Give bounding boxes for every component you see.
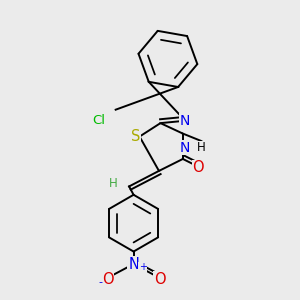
Text: O: O [102,272,113,286]
Text: H: H [197,141,206,154]
Text: Cl: Cl [93,114,106,127]
Text: -: - [98,277,102,287]
Text: O: O [193,160,204,175]
Text: O: O [154,272,165,286]
Text: +: + [139,262,147,272]
Text: N: N [180,141,190,154]
Text: N: N [180,114,190,128]
Text: H: H [109,177,117,190]
Text: S: S [131,129,140,144]
Text: N: N [128,256,139,272]
